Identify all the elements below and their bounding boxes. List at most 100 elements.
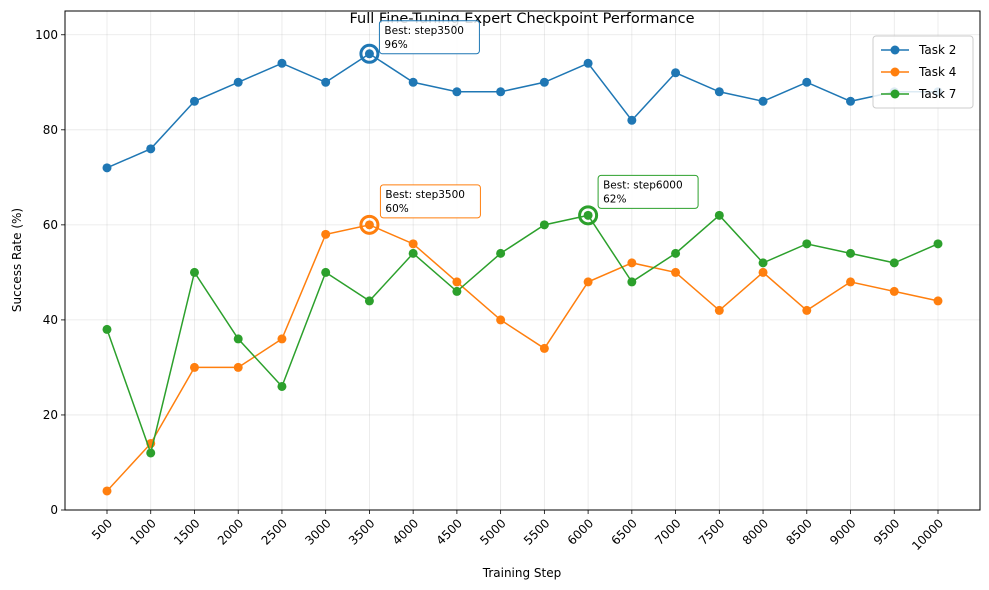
y-tick-label: 20 (43, 408, 58, 422)
data-point (233, 334, 243, 344)
y-tick-label: 40 (43, 313, 58, 327)
x-axis-label: Training Step (482, 566, 562, 580)
data-point (321, 229, 331, 239)
grid-lines (65, 11, 980, 511)
data-point (539, 220, 549, 230)
data-point (408, 77, 418, 87)
data-point (102, 486, 112, 496)
data-point (583, 210, 593, 220)
data-point (496, 87, 506, 97)
x-tick-label: 9500 (871, 516, 902, 547)
data-point (846, 277, 856, 287)
data-point (627, 115, 637, 125)
data-point (671, 248, 681, 258)
data-point (802, 239, 812, 249)
data-point (189, 362, 199, 372)
data-point (933, 239, 943, 249)
data-point (933, 296, 943, 306)
legend-box (872, 35, 974, 109)
best-marker (359, 43, 380, 64)
data-point (452, 277, 462, 287)
data-point (233, 362, 243, 372)
annotation-text: Best: step6000 (603, 179, 683, 191)
x-tick-label: 1000 (127, 516, 158, 547)
data-point (758, 258, 768, 268)
annotation-value: 96% (384, 39, 407, 51)
data-point (671, 267, 681, 277)
legend-label: Task 4 (918, 65, 956, 79)
series-lines (102, 49, 943, 496)
x-tick-label: 2000 (215, 516, 246, 547)
annotation-box (378, 20, 480, 55)
y-axis-label: Success Rate (%) (10, 208, 24, 312)
x-axis-ticks: 500 1000 1500 2000 2500 3000 3500 4000 4500 5000 5… (89, 510, 946, 553)
data-point (452, 87, 462, 97)
x-tick-label: 5000 (477, 516, 508, 547)
x-tick-label: 8000 (740, 516, 771, 547)
annotation-box (379, 184, 481, 219)
data-point (277, 334, 287, 344)
data-point (321, 267, 331, 277)
x-tick-label: 4500 (434, 516, 465, 547)
data-point (671, 68, 681, 78)
data-point (496, 315, 506, 325)
data-point (364, 220, 374, 230)
data-point (714, 87, 724, 97)
best-annotations: Best: step3500 96% Best: step3500 60% Best: … (359, 20, 699, 235)
data-point (277, 381, 287, 391)
data-point (889, 286, 899, 296)
x-tick-label: 9000 (827, 516, 858, 547)
data-point (627, 277, 637, 287)
data-point (714, 305, 724, 315)
data-point (408, 248, 418, 258)
data-point (146, 144, 156, 154)
y-tick-label: 100 (35, 28, 58, 42)
data-point (758, 267, 768, 277)
legend-swatch-marker (890, 45, 900, 55)
series-line-3 (106, 214, 939, 456)
data-point (627, 258, 637, 268)
y-tick-label: 80 (43, 123, 58, 137)
x-tick-label: 3000 (302, 516, 333, 547)
data-point (102, 324, 112, 334)
x-tick-label: 6500 (608, 516, 639, 547)
y-axis-ticks: 0 20 40 60 80 100 (35, 28, 65, 517)
x-tick-label: 7000 (652, 516, 683, 547)
x-tick-label: 5500 (521, 516, 552, 547)
data-point (452, 286, 462, 296)
x-tick-label: 500 (89, 516, 115, 542)
series-line-1 (106, 52, 938, 169)
data-point (889, 258, 899, 268)
x-tick-label: 1500 (171, 516, 202, 547)
data-point (802, 305, 812, 315)
data-point (146, 448, 156, 458)
x-tick-label: 3500 (346, 516, 377, 547)
data-point (758, 96, 768, 106)
series-line-2 (106, 224, 939, 492)
data-point (583, 58, 593, 68)
legend-swatch-marker (890, 89, 900, 99)
annotation-value: 62% (603, 193, 626, 205)
x-tick-label: 2500 (259, 516, 290, 547)
y-tick-label: 0 (50, 503, 58, 517)
annotation-box (597, 174, 699, 209)
data-point (496, 248, 506, 258)
data-point (321, 77, 331, 87)
x-tick-label: 8500 (783, 516, 814, 547)
y-tick-label: 60 (43, 218, 58, 232)
plot-frame (64, 10, 981, 511)
data-point (364, 49, 374, 59)
x-tick-label: 10000 (909, 516, 946, 553)
annotation-text: Best: step3500 (385, 189, 465, 201)
x-tick-label: 6000 (565, 516, 596, 547)
data-point (408, 239, 418, 249)
data-point (846, 248, 856, 258)
data-point (802, 77, 812, 87)
data-point (233, 77, 243, 87)
x-tick-label: 4000 (390, 516, 421, 547)
best-marker (578, 205, 599, 226)
legend-label: Task 7 (918, 87, 956, 101)
data-point (846, 96, 856, 106)
data-point (583, 277, 593, 287)
